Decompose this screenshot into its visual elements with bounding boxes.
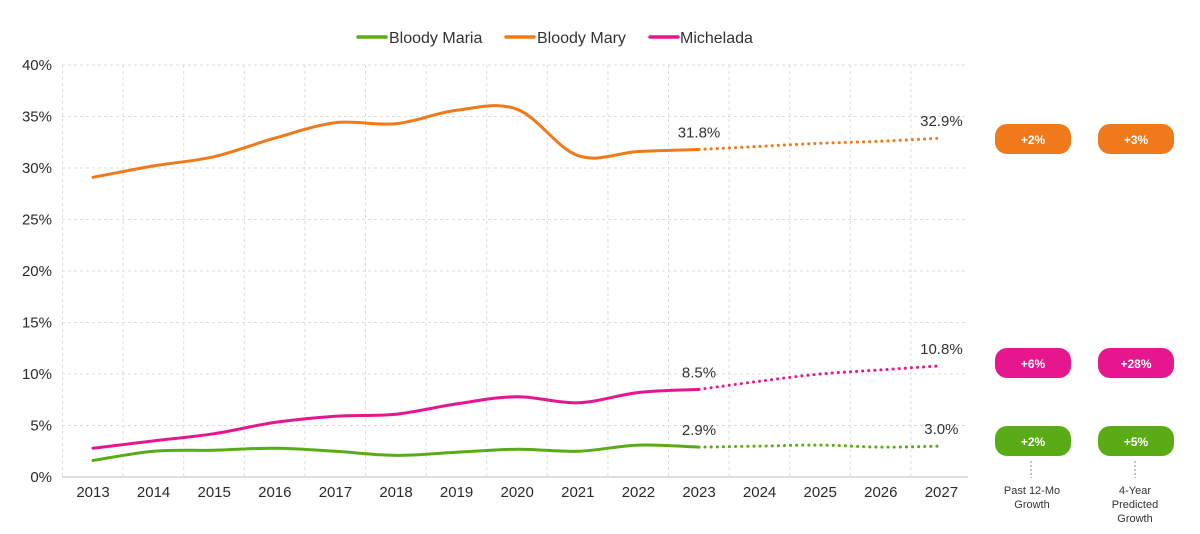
x-tick-label: 2018 bbox=[379, 484, 412, 501]
series-lines bbox=[91, 104, 943, 462]
y-tick-label: 20% bbox=[22, 263, 52, 280]
predicted-growth-header-line1: 4-Year bbox=[1119, 485, 1151, 497]
x-tick-label: 2016 bbox=[258, 484, 291, 501]
x-tick-label: 2020 bbox=[501, 484, 534, 501]
x-tick-label: 2022 bbox=[622, 484, 655, 501]
past-growth-pill-michelada bbox=[995, 348, 1071, 378]
predicted-growth-value-bloody-maria: +5% bbox=[1124, 435, 1149, 449]
x-tick-label: 2019 bbox=[440, 484, 473, 501]
past-growth-header-line1: Past 12-Mo bbox=[1004, 485, 1060, 497]
data-label-bloody-maria-2023: 2.9% bbox=[682, 422, 716, 439]
y-tick-label: 30% bbox=[22, 160, 52, 177]
data-label-michelada-2027: 10.8% bbox=[920, 341, 963, 358]
growth-panel: +2% +3% +6% +28% +2% +5% Past 12-Mo Grow… bbox=[995, 124, 1174, 525]
data-label-michelada-2023: 8.5% bbox=[682, 364, 716, 381]
series-line-bloody-maria bbox=[91, 443, 701, 462]
legend-label-michelada: Michelada bbox=[680, 30, 753, 47]
x-tick-label: 2013 bbox=[76, 484, 109, 501]
x-tick-label: 2023 bbox=[682, 484, 715, 501]
growth-row-bloody-maria: +2% +5% bbox=[995, 426, 1174, 456]
y-tick-label: 15% bbox=[22, 315, 52, 332]
data-labels: 2.9% 3.0% 31.8% 32.9% 8.5% 10.8% bbox=[678, 113, 963, 439]
predicted-growth-header-line2: Predicted bbox=[1112, 499, 1158, 511]
past-growth-value-bloody-maria: +2% bbox=[1021, 435, 1046, 449]
legend-item-bloody-maria[interactable]: Bloody Maria bbox=[356, 30, 482, 47]
past-growth-pill-bloody-maria bbox=[995, 426, 1071, 456]
predicted-growth-pill-michelada bbox=[1098, 348, 1174, 378]
data-label-bloody-maria-2027: 3.0% bbox=[924, 421, 958, 438]
forecast-line-michelada bbox=[697, 364, 943, 391]
predicted-growth-pill-bloody-mary bbox=[1098, 124, 1174, 154]
legend-item-michelada[interactable]: Michelada bbox=[648, 30, 753, 47]
predicted-growth-header-line3: Growth bbox=[1117, 513, 1152, 525]
series-line-michelada bbox=[91, 387, 701, 450]
x-tick-label: 2021 bbox=[561, 484, 594, 501]
grid bbox=[62, 64, 968, 478]
predicted-growth-value-bloody-mary: +3% bbox=[1124, 133, 1149, 147]
legend-label-bloody-mary: Bloody Mary bbox=[537, 30, 626, 47]
x-tick-label: 2024 bbox=[743, 484, 776, 501]
predicted-growth-pill-bloody-maria bbox=[1098, 426, 1174, 456]
y-tick-label: 25% bbox=[22, 212, 52, 229]
x-tick-label: 2017 bbox=[319, 484, 352, 501]
y-tick-label: 5% bbox=[30, 418, 52, 435]
x-tick-label: 2027 bbox=[925, 484, 958, 501]
legend: Bloody Maria Bloody Mary Michelada bbox=[356, 30, 753, 47]
forecast-line-bloody-mary bbox=[697, 136, 943, 151]
past-growth-pill-bloody-mary bbox=[995, 124, 1071, 154]
x-tick-label: 2014 bbox=[137, 484, 170, 501]
x-tick-label: 2026 bbox=[864, 484, 897, 501]
legend-label-bloody-maria: Bloody Maria bbox=[389, 30, 482, 47]
predicted-growth-value-michelada: +28% bbox=[1120, 357, 1151, 371]
axes: 0% 5% 10% 15% 20% 25% 30% 35% 40% 2013 2014 2015 201… bbox=[22, 57, 958, 501]
past-growth-value-bloody-mary: +2% bbox=[1021, 133, 1046, 147]
y-tick-label: 40% bbox=[22, 57, 52, 74]
data-label-bloody-mary-2023: 31.8% bbox=[678, 124, 721, 141]
x-tick-label: 2015 bbox=[198, 484, 231, 501]
forecast-line-bloody-maria bbox=[697, 443, 943, 449]
data-label-bloody-mary-2027: 32.9% bbox=[920, 113, 963, 130]
y-tick-label: 10% bbox=[22, 366, 52, 383]
growth-row-michelada: +6% +28% bbox=[995, 348, 1174, 378]
x-tick-label: 2025 bbox=[804, 484, 837, 501]
past-growth-value-michelada: +6% bbox=[1021, 357, 1046, 371]
series-line-bloody-mary bbox=[91, 104, 701, 179]
past-growth-header-line2: Growth bbox=[1014, 499, 1049, 511]
legend-item-bloody-mary[interactable]: Bloody Mary bbox=[504, 30, 626, 47]
y-tick-label: 0% bbox=[30, 469, 52, 486]
y-tick-label: 35% bbox=[22, 109, 52, 126]
growth-row-bloody-mary: +2% +3% bbox=[995, 124, 1174, 154]
